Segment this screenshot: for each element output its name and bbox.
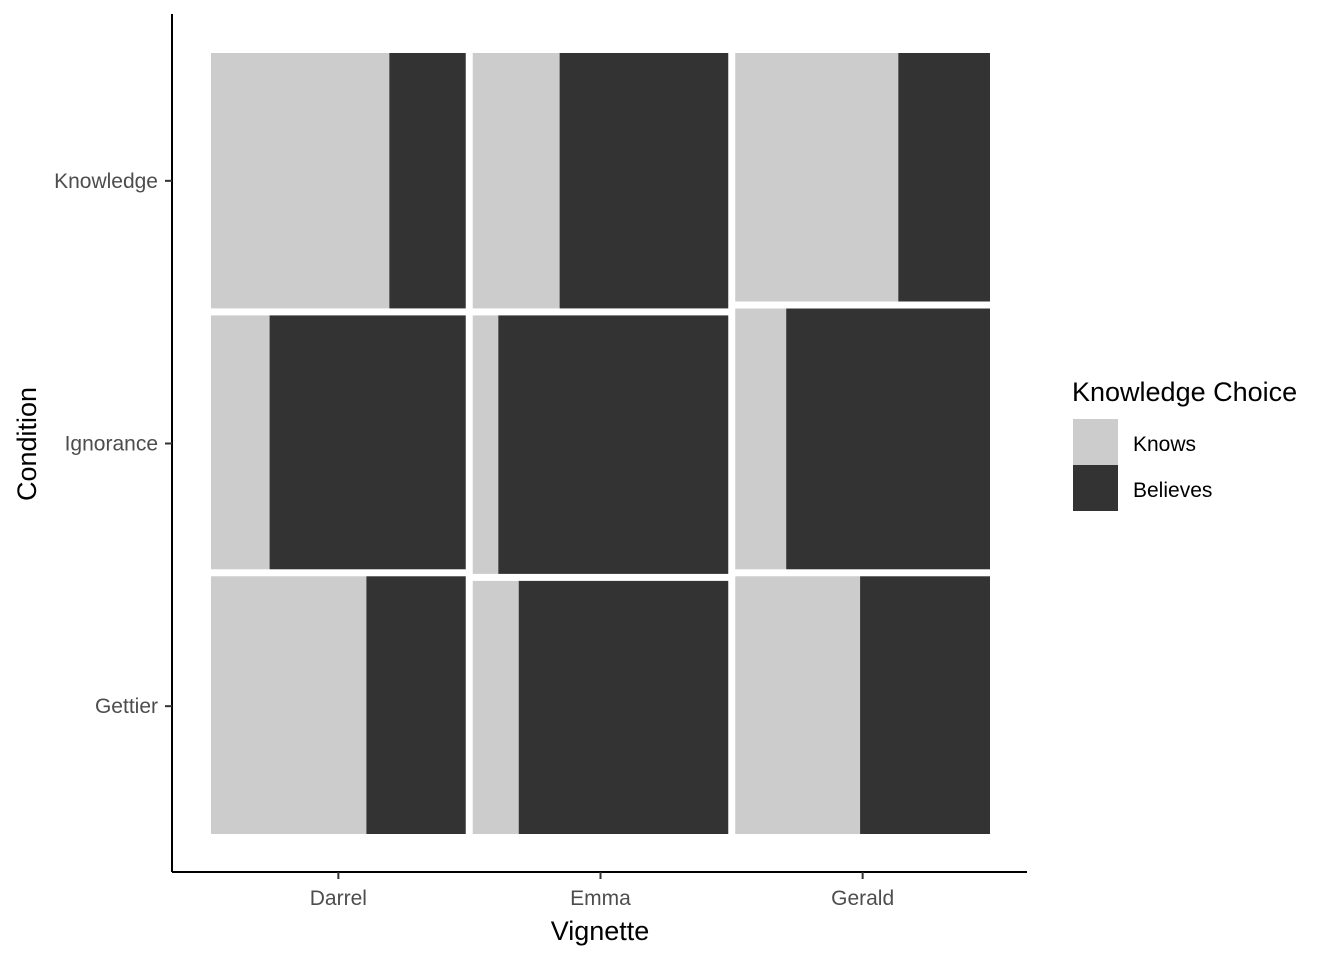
cell-gerald-gettier-knows <box>735 576 861 834</box>
cell-darrel-ignorance-believes <box>269 315 466 570</box>
legend-key-believes <box>1073 465 1118 511</box>
legend-label-believes: Believes <box>1133 479 1212 502</box>
y-tick-label-knowledge: Knowledge <box>54 170 158 193</box>
x-tick-label-gerald: Gerald <box>831 887 894 910</box>
cell-darrel-knowledge-believes <box>389 53 466 309</box>
cell-darrel-gettier-believes <box>366 576 466 834</box>
legend-key-knows <box>1073 419 1118 465</box>
cell-gerald-knowledge-knows <box>735 53 899 302</box>
cell-gerald-knowledge-believes <box>898 53 990 302</box>
cell-darrel-ignorance-knows <box>211 315 270 570</box>
x-tick-label-darrel: Darrel <box>310 887 367 910</box>
x-axis-ticks: Darrel Emma Gerald <box>310 872 894 910</box>
y-axis-title: Condition <box>12 387 42 501</box>
y-tick-label-gettier: Gettier <box>95 695 158 718</box>
legend-label-knows: Knows <box>1133 433 1196 456</box>
cell-gerald-ignorance-knows <box>735 308 787 570</box>
cells-layer <box>211 53 990 834</box>
x-axis-title: Vignette <box>551 916 650 946</box>
y-axis-ticks: Gettier Ignorance Knowledge <box>54 170 172 718</box>
cell-emma-knowledge-believes <box>559 53 729 309</box>
cell-gerald-ignorance-believes <box>786 308 990 570</box>
cell-gerald-gettier-believes <box>860 576 990 834</box>
cell-darrel-knowledge-knows <box>211 53 390 309</box>
x-tick-label-emma: Emma <box>570 887 631 910</box>
legend: Knowledge Choice Knows Believes <box>1072 377 1297 511</box>
cell-emma-gettier-believes <box>518 580 729 834</box>
cell-emma-gettier-knows <box>472 580 519 834</box>
cell-emma-ignorance-knows <box>472 315 499 574</box>
y-tick-label-ignorance: Ignorance <box>65 433 158 456</box>
cell-darrel-gettier-knows <box>211 576 367 834</box>
legend-title: Knowledge Choice <box>1072 377 1297 407</box>
cell-emma-ignorance-believes <box>498 315 729 574</box>
cell-emma-knowledge-knows <box>472 53 560 309</box>
